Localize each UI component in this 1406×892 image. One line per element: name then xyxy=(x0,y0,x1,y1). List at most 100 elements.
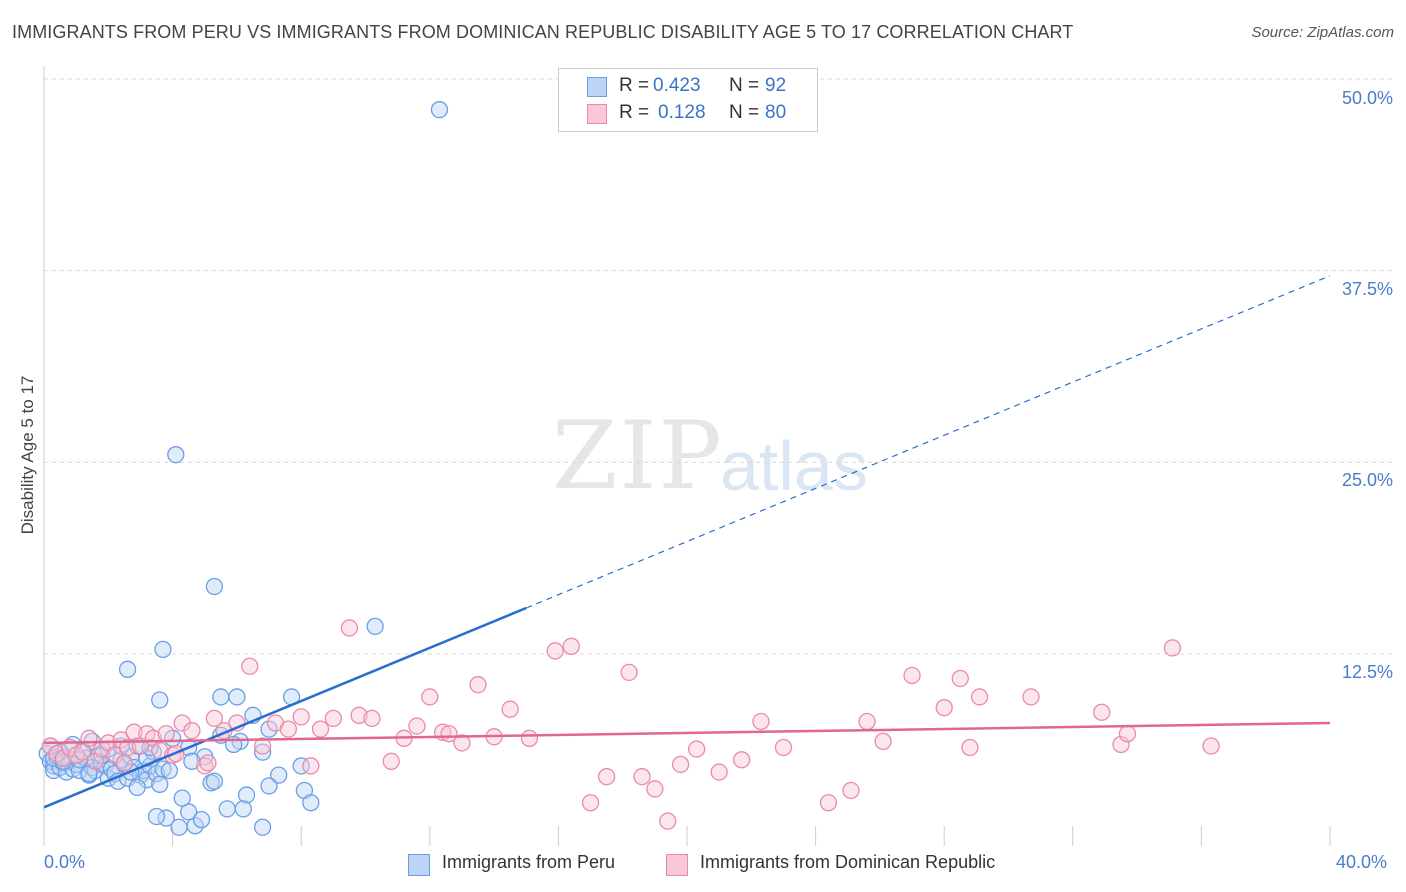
dominican-point xyxy=(80,729,98,747)
source-label: Source: ZipAtlas.com xyxy=(1251,24,1394,41)
bottom-legend-label-dominican: Immigrants from Dominican Republic xyxy=(700,852,996,872)
correlation-legend: R = 0.423 N = 92 R = 0.128 N = 80 xyxy=(558,68,818,132)
peru-point xyxy=(147,807,166,826)
legend-n-value: 80 xyxy=(765,102,787,123)
peru-point xyxy=(180,803,198,821)
dominican-point xyxy=(199,754,217,772)
dominican-point xyxy=(253,737,272,755)
dominican-point xyxy=(633,768,651,786)
legend-n-value: 92 xyxy=(765,75,787,96)
peru-point xyxy=(228,688,246,706)
dominican-point xyxy=(1118,725,1137,743)
peru-point xyxy=(218,800,236,818)
legend-r-value: 0.128 xyxy=(658,102,706,123)
dominican-point xyxy=(733,751,751,769)
dominican-point xyxy=(710,763,728,781)
peru-point xyxy=(192,810,211,829)
dominican-point xyxy=(183,722,201,740)
dominican-point xyxy=(858,712,876,731)
y-tick-label-50: 50.0% xyxy=(1341,88,1393,108)
dominican-point xyxy=(241,657,259,675)
dominican-point xyxy=(292,708,310,726)
peru-point xyxy=(253,743,272,761)
legend-r-value: 0.423 xyxy=(653,75,701,96)
watermark-zip: ZIP xyxy=(552,402,724,511)
peru-point xyxy=(205,772,224,790)
dominican-point xyxy=(1202,737,1220,755)
peru-point xyxy=(302,794,320,812)
bottom-legend-label-peru: Immigrants from Peru xyxy=(442,852,616,872)
legend-r-label: R = xyxy=(619,102,650,123)
peru-point xyxy=(260,720,278,738)
dominican-point xyxy=(54,749,72,767)
dominican-point xyxy=(819,794,838,812)
y-tick-label-25: 25.0% xyxy=(1341,470,1393,490)
dominican-point xyxy=(73,743,92,761)
dominican-point xyxy=(597,768,616,786)
dominican-point xyxy=(874,732,892,751)
x-tick-label-min: 0.0% xyxy=(44,852,86,872)
dominican-point xyxy=(1163,639,1182,657)
dominican-point xyxy=(382,752,400,770)
y-axis-label: Disability Age 5 to 17 xyxy=(18,375,37,535)
peru-point xyxy=(237,786,256,804)
dominican-point xyxy=(363,709,381,728)
legend-swatch-peru xyxy=(587,77,607,97)
dominican-point xyxy=(752,712,770,731)
dominican-point xyxy=(620,663,638,682)
peru-point xyxy=(205,577,224,596)
peru-point xyxy=(366,617,384,636)
dominican-point xyxy=(646,780,664,798)
dominican-point xyxy=(421,688,439,706)
chart-title: IMMIGRANTS FROM PERU VS IMMIGRANTS FROM … xyxy=(12,22,1074,42)
watermark-atlas: atlas xyxy=(720,427,868,505)
dominican-point xyxy=(302,757,320,775)
bottom-legend-peru: Immigrants from Peru xyxy=(408,852,616,876)
dominican-point xyxy=(1022,688,1040,706)
legend-n-label: N = xyxy=(729,102,760,123)
peru-point xyxy=(253,818,272,836)
dominican-point xyxy=(324,709,343,728)
dominican-point xyxy=(1093,703,1111,721)
bottom-legend-dominican: Immigrants from Dominican Republic xyxy=(666,852,996,876)
dominican-point xyxy=(687,740,706,758)
peru-point xyxy=(170,818,188,836)
peru-point xyxy=(260,777,278,795)
dominican-point xyxy=(774,738,793,757)
legend-n-label: N = xyxy=(729,75,760,96)
dominican-point xyxy=(279,720,297,738)
dominican-point xyxy=(196,757,214,775)
peru-point xyxy=(128,778,146,797)
y-tick-label-37-5: 37.5% xyxy=(1341,279,1393,299)
legend-r-label: R = xyxy=(619,75,650,96)
dominican-point xyxy=(205,709,224,728)
bottom-legend-swatch-dominican xyxy=(666,854,688,876)
dominican-point xyxy=(1112,735,1130,754)
dominican-point xyxy=(340,619,359,637)
peru-point xyxy=(118,660,137,678)
dominican-point xyxy=(842,781,860,800)
dominican-point xyxy=(581,794,600,812)
dominican-point xyxy=(951,669,969,688)
peru-trend-line-extension xyxy=(526,275,1331,609)
peru-point xyxy=(151,775,169,793)
dominican-point xyxy=(115,754,134,772)
peru-point xyxy=(173,789,191,807)
dominican-point xyxy=(408,717,426,735)
dominican-point xyxy=(659,812,677,830)
peru-point xyxy=(212,688,230,706)
peru-point xyxy=(160,761,179,780)
y-tick-label-12-5: 12.5% xyxy=(1341,662,1393,682)
dominican-point xyxy=(125,723,143,741)
peru-point xyxy=(292,757,310,775)
dominican-point xyxy=(469,676,487,694)
legend-swatch-dominican xyxy=(587,104,607,124)
dominican-point xyxy=(903,666,921,685)
peru-point xyxy=(167,446,185,464)
dominican-trend-line xyxy=(43,721,1331,745)
dominican-point xyxy=(453,734,471,752)
dominican-point xyxy=(157,725,175,743)
peru-point xyxy=(430,101,449,119)
peru-point xyxy=(154,760,172,778)
